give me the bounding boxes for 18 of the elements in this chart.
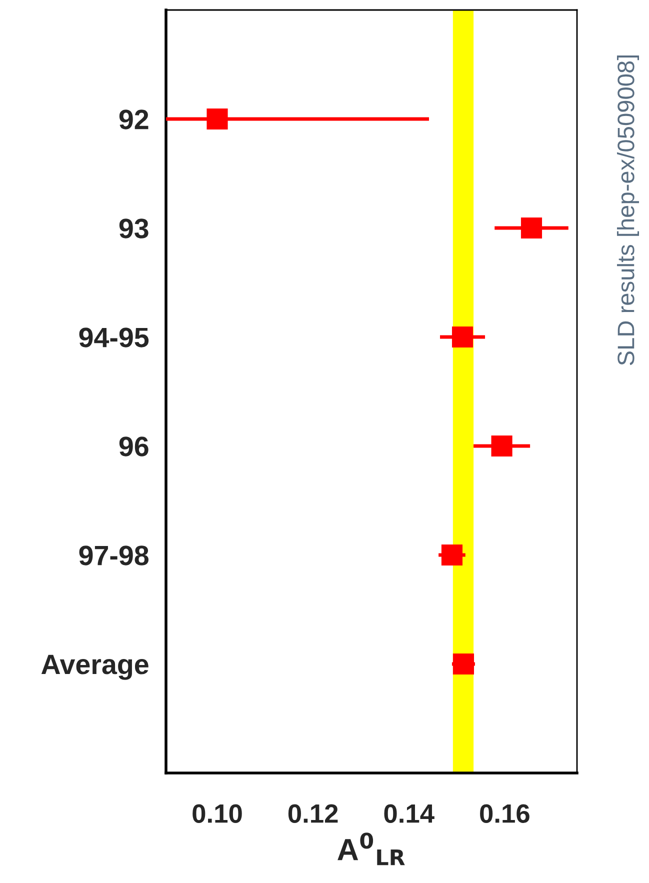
point [491, 435, 512, 457]
point [520, 217, 542, 239]
x-tick-label: 0.12 [288, 804, 338, 823]
x-axis-title: A$^{0}$$_{LR}$ [338, 832, 405, 866]
point [452, 653, 474, 675]
y-tick-label: 97-98 [79, 546, 148, 566]
y-tick-label: Average [41, 654, 148, 680]
y-tick-label: 92 [119, 110, 148, 130]
text: SLD results [hep-ex/0509008] [616, 55, 640, 366]
y-tick-label: 94-95 [79, 328, 149, 348]
point [206, 108, 228, 130]
x-tick-label: 0.14 [384, 804, 434, 823]
point [441, 544, 463, 566]
y-tick-label: 96 [119, 436, 148, 456]
y-tick-label: 93 [119, 218, 148, 238]
x-tick-label: 0.10 [192, 804, 242, 823]
x-tick-label: 0.16 [480, 804, 530, 823]
point [452, 326, 474, 348]
